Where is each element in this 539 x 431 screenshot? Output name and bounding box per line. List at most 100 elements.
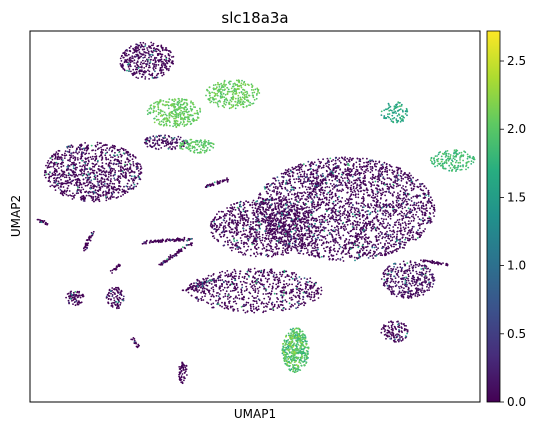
cell-point	[267, 273, 270, 276]
cell-point	[217, 276, 220, 278]
cell-point	[116, 297, 119, 300]
cell-point	[288, 283, 291, 286]
cell-point	[275, 273, 278, 276]
cell-point	[244, 233, 247, 236]
cell-point	[198, 289, 201, 291]
cell-point	[328, 201, 330, 204]
cell-point	[303, 191, 306, 194]
cell-point	[410, 215, 413, 218]
cell-point	[152, 67, 155, 69]
cell-point	[426, 210, 428, 212]
cell-point	[385, 218, 388, 221]
cell-point	[316, 287, 319, 290]
cell-point	[62, 190, 64, 193]
cell-point	[376, 226, 379, 229]
cell-point	[352, 183, 355, 185]
cell-point	[182, 239, 185, 242]
cell-point	[289, 228, 292, 231]
cell-point	[76, 302, 79, 304]
cell-point	[337, 232, 340, 235]
cell-point	[142, 45, 145, 48]
cell-point	[72, 151, 75, 154]
cell-point	[413, 206, 415, 209]
cell-point	[268, 270, 271, 273]
cell-point	[129, 155, 132, 158]
cell-point	[222, 227, 225, 230]
cell-point	[377, 220, 380, 223]
cell-point	[327, 241, 330, 244]
cell-point	[79, 173, 82, 176]
cell-point	[205, 279, 208, 281]
cell-point	[261, 248, 264, 250]
cell-point	[213, 237, 216, 240]
cell-point	[107, 158, 110, 161]
cell-point	[226, 275, 229, 278]
cell-point	[76, 296, 79, 299]
cell-point	[89, 191, 92, 194]
cell-point	[64, 150, 67, 153]
cell-point	[275, 293, 278, 295]
cell-point	[298, 219, 301, 222]
cell-point	[391, 323, 394, 326]
cell-point	[232, 309, 235, 312]
cell-point	[446, 264, 449, 267]
cell-point	[313, 291, 316, 294]
cell-point	[74, 158, 77, 160]
cell-point	[88, 160, 90, 163]
cell-point	[257, 290, 260, 292]
cell-point	[343, 210, 345, 213]
cell-point	[397, 325, 399, 328]
cell-point	[92, 187, 95, 190]
cell-point	[126, 163, 129, 166]
cell-point	[216, 292, 218, 294]
cell-point	[154, 67, 157, 70]
cell-point	[276, 230, 279, 233]
cell-point	[285, 231, 288, 234]
cell-point	[121, 188, 124, 191]
cell-point	[342, 225, 345, 228]
cell-point	[338, 223, 340, 226]
cell-point	[51, 155, 53, 158]
cell-point	[259, 192, 261, 195]
cell-point	[393, 325, 396, 328]
cell-point	[123, 69, 126, 72]
cell-point	[94, 153, 97, 155]
cell-point	[362, 195, 364, 198]
cell-point	[247, 245, 250, 248]
cell-point	[188, 284, 191, 287]
cell-point	[109, 159, 112, 162]
cell-point	[223, 233, 226, 236]
cell-point	[148, 78, 151, 80]
cell-point	[282, 244, 284, 247]
cell-point	[299, 234, 302, 237]
cell-point	[231, 215, 234, 217]
cell-point	[162, 71, 165, 74]
cell-point	[365, 169, 367, 172]
cell-point	[51, 184, 53, 187]
cell-point	[76, 175, 79, 177]
cell-point	[111, 169, 114, 172]
cell-point	[398, 223, 400, 226]
cell-point	[351, 235, 354, 238]
cell-point	[160, 263, 163, 266]
cell-point	[296, 306, 299, 309]
cell-point	[68, 165, 71, 167]
cell-point	[247, 201, 250, 204]
cell-point	[57, 187, 60, 189]
cell-point	[307, 232, 309, 235]
cell-point	[295, 206, 298, 209]
cell-point	[420, 223, 423, 226]
cell-point	[231, 243, 234, 246]
cell-point	[390, 267, 392, 270]
cell-point	[359, 236, 362, 239]
cell-point	[169, 254, 172, 256]
cell-point	[271, 190, 274, 193]
cell-point	[303, 227, 306, 230]
cell-point	[324, 213, 327, 216]
cell-point	[420, 259, 422, 262]
cell-point	[292, 288, 294, 291]
cell-point	[271, 255, 273, 258]
cell-point	[371, 210, 374, 213]
cell-point	[365, 229, 367, 232]
cell-point	[274, 187, 277, 190]
